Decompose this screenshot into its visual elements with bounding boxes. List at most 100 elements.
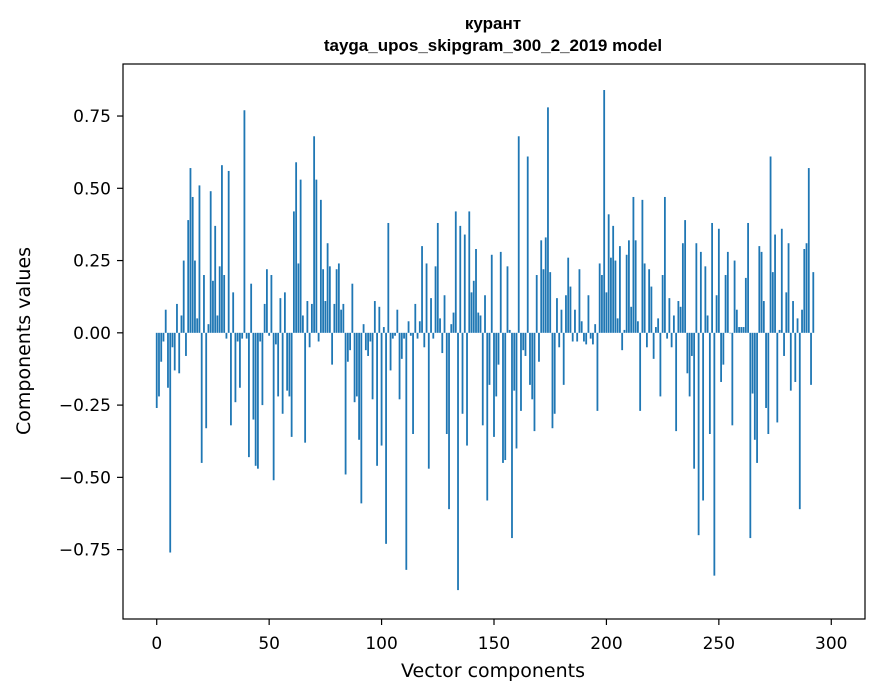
x-tick-label: 200 [590,634,622,654]
bar [171,332,174,348]
bar [569,286,572,333]
bar [517,136,520,333]
bar [488,332,491,385]
bar [565,295,567,333]
bar [583,332,585,342]
bar [549,272,552,333]
bar [423,332,426,348]
bar [225,332,228,339]
bar [771,272,774,333]
bar [625,254,628,333]
bar [409,332,412,336]
bar [780,228,783,333]
bar [346,332,349,362]
bar [212,280,214,333]
bar [283,292,286,333]
bar [614,260,617,333]
bar [675,332,678,432]
bar [713,332,716,576]
bar [248,332,250,458]
bar [342,303,345,333]
bar [198,185,201,333]
bar [479,315,482,333]
bar [520,332,522,411]
bar [486,332,489,501]
x-axis-ticks: 0 50 100 150 200 250 300 [151,619,847,654]
bar [666,332,669,339]
bar [461,332,464,414]
bar [407,321,410,333]
bar [389,332,392,371]
bar [443,295,446,333]
bar [236,332,239,342]
bar [605,292,608,333]
bar [279,298,282,333]
bar [463,234,466,333]
bar [427,332,430,469]
bar [349,332,351,351]
bar [551,332,554,429]
bar [230,332,232,426]
chart-title-line1: курант [465,14,521,33]
bar [185,332,187,356]
bar [378,306,381,333]
bar [475,249,477,333]
bar [778,329,781,333]
bar [589,332,592,339]
bar [162,332,165,342]
bar [355,332,358,397]
bar [227,170,230,333]
bar [765,332,767,408]
bar [434,266,437,333]
bar [657,318,660,333]
bar [261,332,264,406]
bar [542,269,545,333]
x-tick-label: 150 [478,634,510,654]
bar [760,251,763,333]
bar [497,332,500,365]
bar [353,332,356,403]
bar [371,332,374,400]
bar [232,292,235,333]
bar [652,332,655,359]
bar [259,332,262,342]
bar [693,332,696,469]
bar [290,332,293,437]
bar [466,332,468,446]
bar [297,263,300,333]
bar [176,303,178,333]
bar [254,332,257,466]
bar [367,332,369,356]
bar [785,292,788,333]
bar [578,269,581,333]
bar [659,332,662,397]
bar [369,332,372,342]
bar [679,306,682,333]
bar [493,332,495,437]
bar [218,266,221,333]
bar [252,332,255,420]
bar [468,211,471,333]
bar [783,332,785,356]
bar [598,263,601,333]
bar [792,301,794,333]
bar [769,156,772,333]
bar [158,332,160,397]
y-tick-label: 0.25 [73,252,111,272]
bar [155,332,158,408]
bar [533,332,536,432]
bar [430,298,432,333]
bar [805,243,808,333]
bar [654,327,657,333]
bar [322,269,325,333]
bar [632,196,635,333]
bar [209,191,212,333]
bar [396,309,399,333]
bar [234,332,237,403]
bar [178,332,181,374]
bar [490,254,493,333]
bar [646,332,648,348]
bar [331,332,334,365]
bar [335,269,338,333]
bar [524,332,527,356]
